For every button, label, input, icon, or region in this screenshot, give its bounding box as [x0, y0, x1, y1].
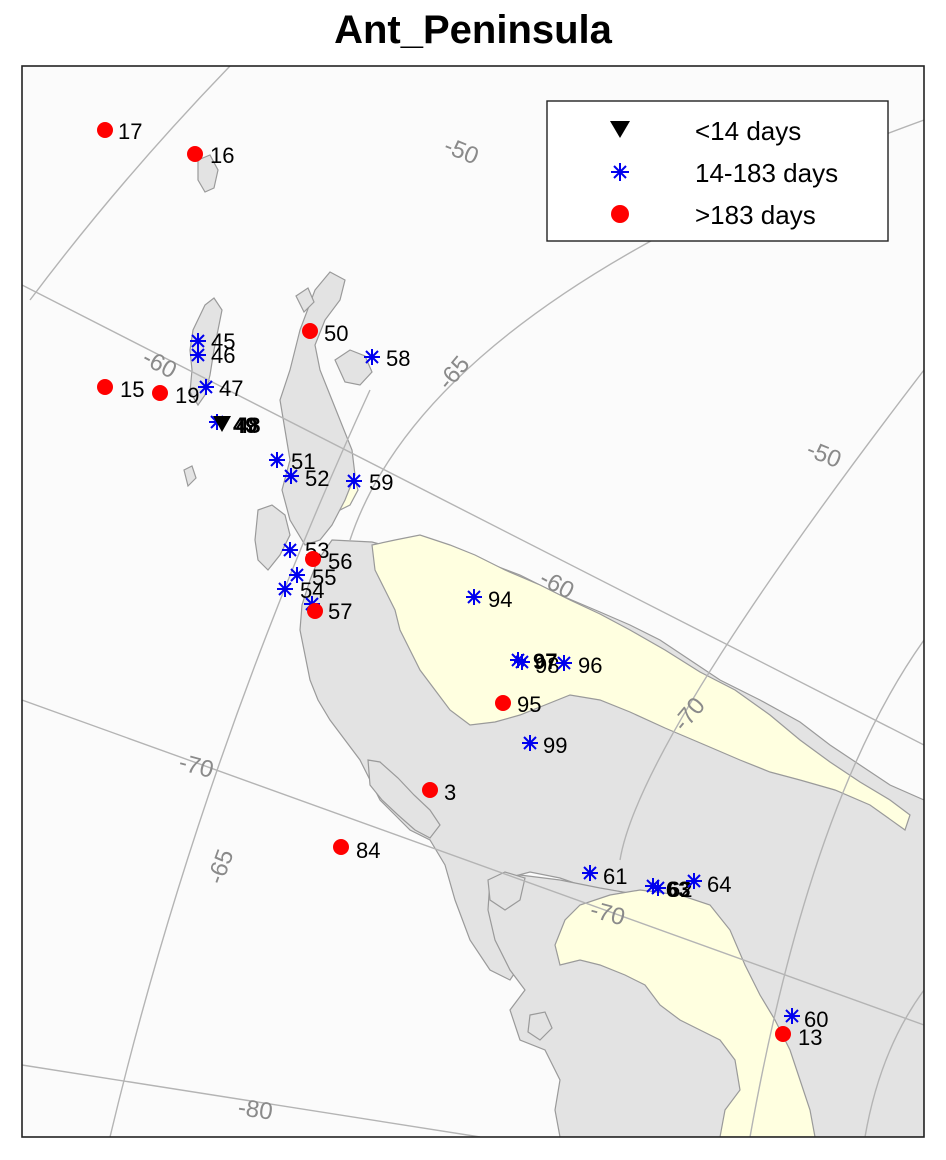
station-marker-58 [364, 349, 380, 365]
island-small-a [295, 287, 315, 314]
station-label: 17 [118, 119, 142, 144]
station-marker-99 [522, 735, 538, 751]
station-marker-51 [269, 452, 285, 468]
triangle-down-icon [610, 121, 630, 138]
island-east [334, 349, 373, 386]
legend: <14 days 14-183 days >183 days [546, 100, 889, 242]
station-label: 84 [356, 838, 380, 863]
station-marker-19 [152, 385, 168, 401]
station-marker-50 [302, 323, 318, 339]
island-south-small [527, 1011, 553, 1041]
station-marker-46 [190, 347, 206, 363]
asterisk-icon [611, 163, 629, 181]
grid-label: -80 [236, 1094, 274, 1126]
station-label: 16 [210, 143, 234, 168]
southern-ice-shelf [554, 889, 816, 1137]
station-marker-52 [283, 468, 299, 484]
island-north [197, 154, 219, 193]
station-label: 48 [236, 413, 260, 438]
station-label: 3 [444, 780, 456, 805]
station-label: 13 [798, 1025, 822, 1050]
station-label: 51 [291, 449, 315, 474]
station-label: 61 [603, 864, 627, 889]
island-west-small [183, 465, 197, 488]
station-label: 64 [707, 872, 731, 897]
station-marker-17 [97, 122, 113, 138]
circle-icon [611, 205, 629, 223]
station-marker-45 [190, 333, 206, 349]
station-marker-84 [333, 839, 349, 855]
station-label: 46 [211, 343, 235, 368]
station-marker-61 [582, 865, 598, 881]
legend-label: <14 days [695, 116, 801, 146]
station-marker-94 [466, 589, 482, 605]
station-marker-60 [784, 1008, 800, 1024]
station-marker-95 [495, 695, 511, 711]
station-label: 49 [233, 413, 257, 438]
station-marker-54 [277, 581, 293, 597]
station-label: 45 [211, 329, 235, 354]
station-label: 99 [543, 733, 567, 758]
station-label: 15 [120, 377, 144, 402]
island-adelaide [367, 759, 441, 839]
larsen-ice-shelf [371, 534, 911, 831]
station-label: 58 [386, 346, 410, 371]
station-marker-56 [305, 551, 321, 567]
station-marker-64 [686, 873, 702, 889]
station-marker-15 [97, 379, 113, 395]
station-label: 95 [517, 692, 541, 717]
legend-label: 14-183 days [695, 158, 838, 188]
stations: 17 16 45 46 50 58 15 19 47 49 48 51 [97, 119, 828, 1050]
island-south-shetland [189, 297, 223, 407]
station-label: 47 [219, 376, 243, 401]
station-label: 98 [535, 653, 559, 678]
station-label: 60 [804, 1007, 828, 1032]
station-label: 56 [328, 549, 352, 574]
island-alexander [487, 871, 526, 911]
station-label: 55 [312, 565, 336, 590]
station-label: 96 [578, 653, 602, 678]
legend-label: >183 days [695, 200, 816, 230]
station-marker-3 [422, 782, 438, 798]
station-marker-57 [307, 603, 323, 619]
station-marker-13 [775, 1026, 791, 1042]
map-frame [21, 65, 925, 1138]
archipelago [254, 504, 291, 571]
station-label: 94 [488, 587, 512, 612]
station-label: 57 [328, 599, 352, 624]
station-marker-59 [346, 473, 362, 489]
station-label: 50 [324, 321, 348, 346]
station-marker-98 [514, 654, 530, 670]
station-marker-55 [289, 567, 305, 583]
station-marker-96 [556, 655, 572, 671]
station-marker-47 [198, 379, 214, 395]
station-label: 59 [369, 470, 393, 495]
legend-box [546, 100, 889, 242]
map-title: Ant_Peninsula [334, 8, 612, 52]
station-marker-48 [213, 416, 231, 432]
station-label: 97 [533, 649, 557, 674]
station-label: 52 [305, 466, 329, 491]
station-marker-62 [650, 880, 666, 896]
station-marker-53 [282, 542, 298, 558]
station-marker-16 [187, 146, 203, 162]
station-label: 19 [175, 383, 199, 408]
